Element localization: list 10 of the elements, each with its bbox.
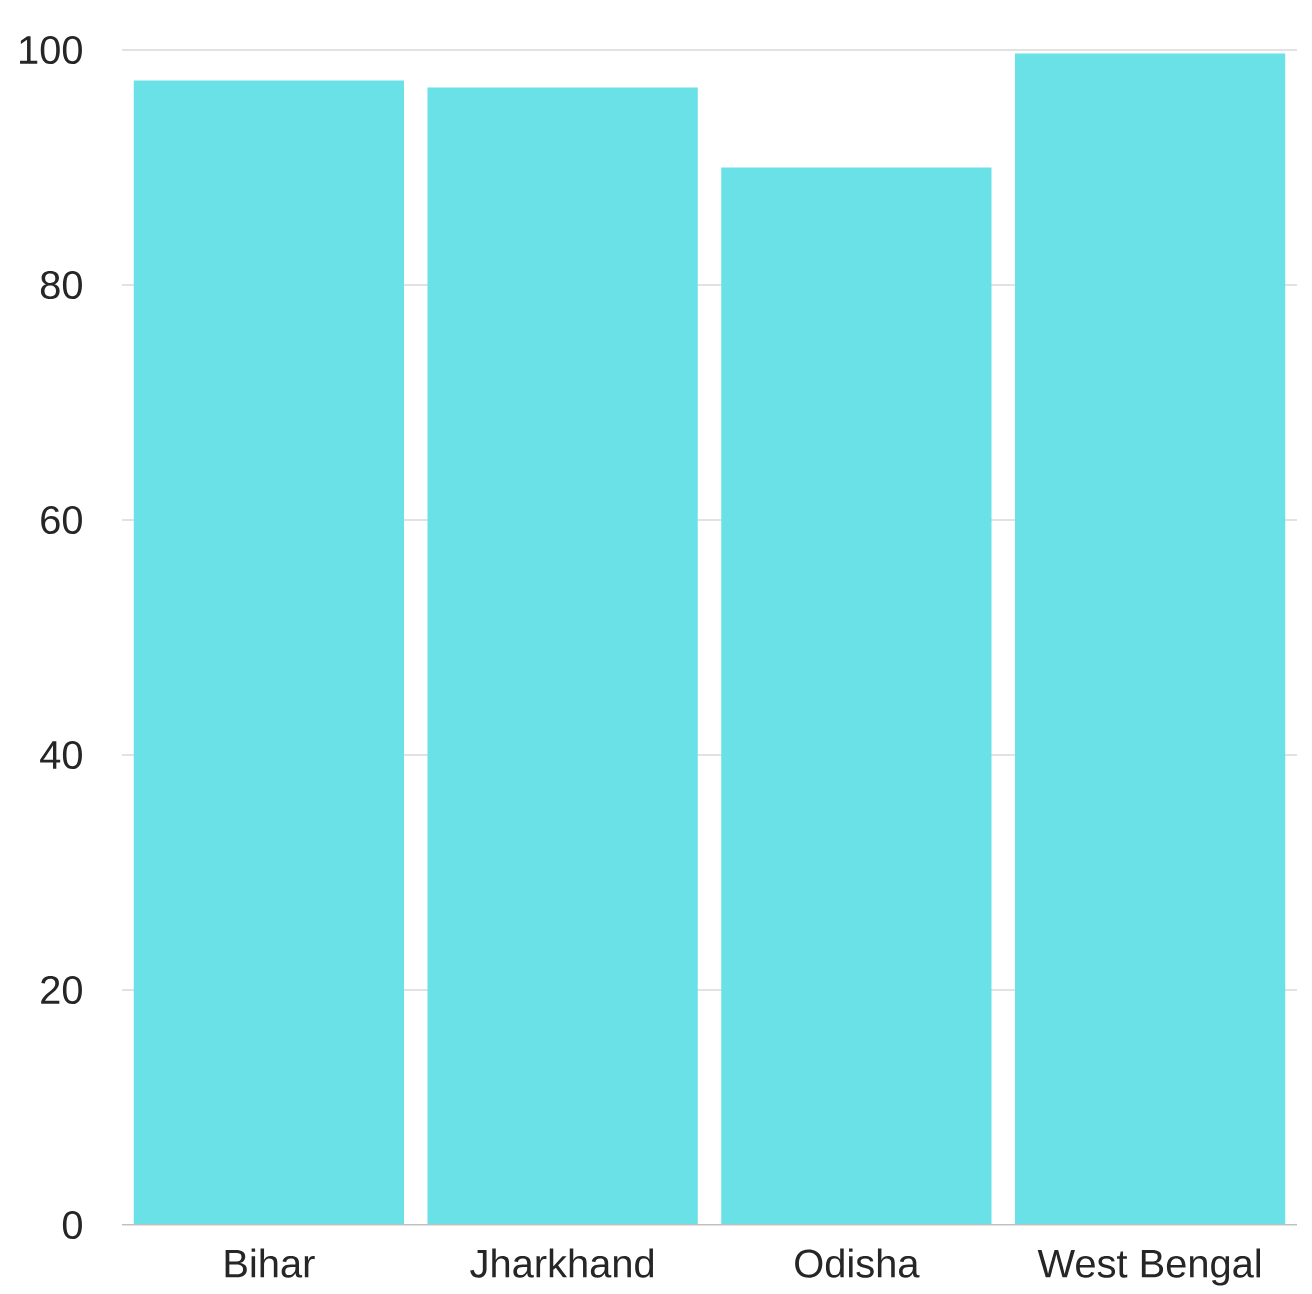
y-tick-label: 40 [40,740,82,770]
x-tick-label: Jharkhand [470,1248,654,1278]
y-tick-label: 0 [62,1210,82,1240]
y-tick-label: 60 [41,505,82,535]
y-tick-label: 100 [20,35,82,65]
x-tick-label: Odisha [795,1248,920,1278]
x-tick-label: West Bengal [1037,1248,1261,1286]
y-tick-label: 80 [40,270,82,300]
x-tick-label: Bihar [225,1248,315,1278]
y-tick-label: 20 [41,975,82,1005]
